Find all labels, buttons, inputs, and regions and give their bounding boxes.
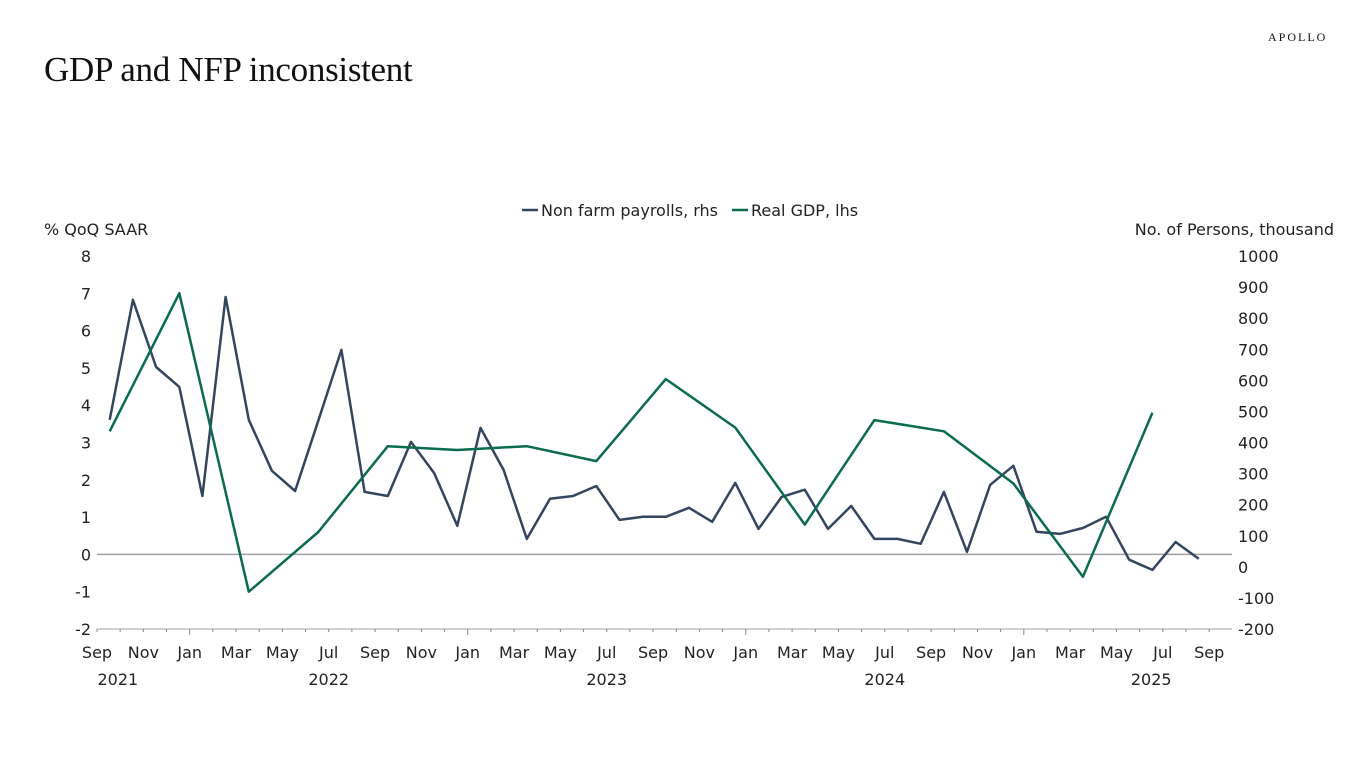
right-y-tick-label: 900	[1238, 278, 1269, 297]
x-tick-label: Mar	[1055, 643, 1086, 662]
right-y-tick-label: 600	[1238, 371, 1269, 390]
x-tick-label: Sep	[82, 643, 112, 662]
legend-label-nfp: Non farm payrolls, rhs	[541, 201, 718, 220]
x-tick-label: Jan	[732, 643, 758, 662]
x-tick-label: Jul	[1152, 643, 1172, 662]
right-y-tick-label: 500	[1238, 402, 1269, 421]
right-y-tick-label: 300	[1238, 465, 1269, 484]
x-tick-label: Sep	[638, 643, 668, 662]
left-y-tick-label: -2	[75, 620, 91, 639]
left-y-tick-label: 0	[81, 545, 91, 564]
x-year-label: 2024	[864, 670, 905, 689]
legend-label-gdp: Real GDP, lhs	[751, 201, 858, 220]
x-tick-label: Mar	[499, 643, 530, 662]
left-y-tick-label: 2	[81, 471, 91, 490]
x-tick-label: Mar	[221, 643, 252, 662]
right-y-tick-label: -200	[1238, 620, 1274, 639]
x-tick-label: May	[544, 643, 577, 662]
x-tick-label: Jul	[596, 643, 616, 662]
x-tick-label: Sep	[360, 643, 390, 662]
x-tick-label: Nov	[684, 643, 715, 662]
right-y-tick-label: 400	[1238, 434, 1269, 453]
left-y-tick-label: 3	[81, 434, 91, 453]
legend: Non farm payrolls, rhs Real GDP, lhs	[522, 201, 858, 220]
x-tick-label: May	[1100, 643, 1133, 662]
x-year-label: 2023	[586, 670, 627, 689]
x-year-label: 2022	[308, 670, 349, 689]
x-tick-label: Nov	[406, 643, 437, 662]
left-y-tick-label: 6	[81, 322, 91, 341]
x-tick-label: Jul	[318, 643, 338, 662]
x-tick-label: Sep	[916, 643, 946, 662]
left-y-tick-label: 7	[81, 284, 91, 303]
right-y-tick-label: 100	[1238, 527, 1269, 546]
x-tick-label: Sep	[1194, 643, 1224, 662]
right-y-tick-label: 800	[1238, 309, 1269, 328]
x-tick-label: Jan	[1010, 643, 1036, 662]
right-y-tick-label: 0	[1238, 558, 1248, 577]
left-y-tick-label: 8	[81, 247, 91, 266]
gdp-series-line	[108, 292, 1154, 593]
x-tick-label: May	[266, 643, 299, 662]
right-y-tick-label: -100	[1238, 589, 1274, 608]
nfp-series-line	[108, 295, 1200, 572]
left-y-tick-label: 1	[81, 508, 91, 527]
x-tick-label: Jan	[176, 643, 202, 662]
right-y-tick-label: 200	[1238, 496, 1269, 515]
x-tick-label: May	[822, 643, 855, 662]
x-tick-label: Nov	[962, 643, 993, 662]
left-y-tick-label: -1	[75, 583, 91, 602]
left-y-tick-label: 5	[81, 359, 91, 378]
left-axis-label: % QoQ SAAR	[44, 220, 148, 239]
right-y-tick-label: 700	[1238, 340, 1269, 359]
page-title: GDP and NFP inconsistent	[44, 50, 413, 89]
x-tick-label: Mar	[777, 643, 808, 662]
x-year-label: 2021	[97, 670, 138, 689]
x-year-label: 2025	[1131, 670, 1172, 689]
right-axis-label: No. of Persons, thousand	[1135, 220, 1334, 239]
x-tick-label: Jan	[454, 643, 480, 662]
apollo-logo: APOLLO	[1268, 30, 1328, 44]
right-y-tick-label: 1000	[1238, 247, 1279, 266]
left-y-tick-label: 4	[81, 396, 91, 415]
x-tick-label: Jul	[874, 643, 894, 662]
x-tick-label: Nov	[128, 643, 159, 662]
